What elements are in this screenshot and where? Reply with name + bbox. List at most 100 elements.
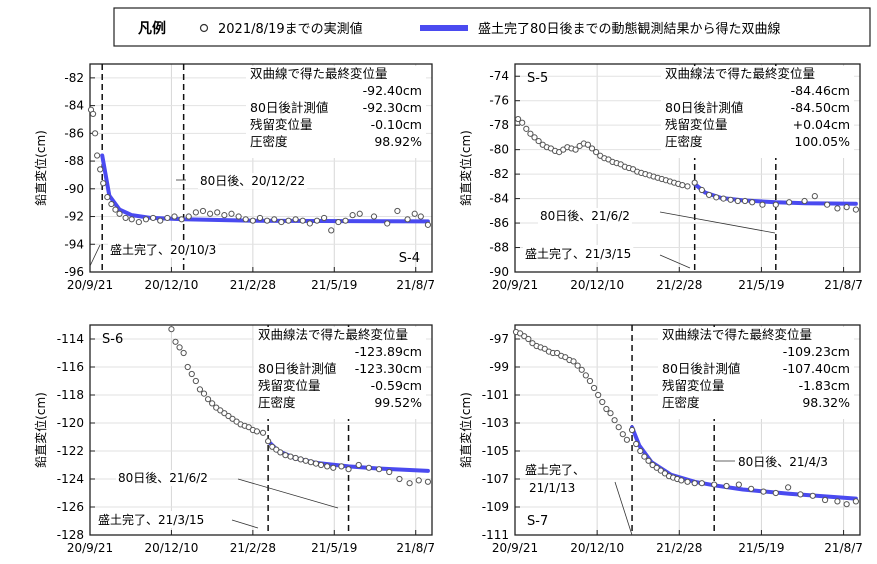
- info-final-value: -92.40cm: [363, 83, 422, 98]
- observed-point: [188, 370, 195, 378]
- observed-point: [641, 453, 648, 460]
- day80-label: 80日後、21/4/3: [738, 455, 828, 469]
- info-row-label: 圧密度: [258, 395, 296, 410]
- observed-point: [603, 405, 610, 413]
- x-tick-label: 21/8/7: [396, 541, 435, 555]
- y-tick-label: -126: [57, 500, 84, 514]
- observed-point: [529, 340, 536, 347]
- observed-point: [584, 141, 592, 148]
- observed-point: [386, 468, 393, 476]
- observed-point: [108, 200, 115, 208]
- observed-point: [157, 217, 164, 224]
- observed-point: [172, 338, 179, 345]
- info-title: 双曲線で得た最終変位量: [250, 66, 388, 81]
- observed-point: [811, 193, 818, 200]
- observed-point: [282, 452, 289, 459]
- info-row-value: 98.92%: [374, 134, 422, 149]
- observed-point: [335, 218, 342, 226]
- y-tick-label: -118: [57, 388, 84, 402]
- observed-point: [424, 478, 432, 485]
- y-tick-label: -84: [489, 192, 509, 206]
- info-row-value: -107.40cm: [783, 361, 850, 376]
- observed-point: [264, 217, 271, 224]
- info-row-value: 100.05%: [794, 134, 850, 149]
- observed-point: [356, 210, 363, 217]
- observed-point: [302, 457, 309, 464]
- observed-point: [324, 463, 331, 470]
- observed-point: [299, 217, 306, 224]
- observed-point: [615, 424, 622, 431]
- fill-complete-label: 盛土完了、21/3/15: [98, 512, 204, 527]
- y-tick-label: -84: [64, 99, 84, 113]
- observed-point: [338, 463, 345, 470]
- observed-point: [797, 491, 804, 498]
- observed-point: [633, 440, 640, 448]
- observed-point: [214, 209, 221, 216]
- info-final-value: -109.23cm: [783, 344, 850, 359]
- observed-point: [572, 146, 579, 153]
- observed-point: [128, 216, 135, 223]
- info-row-value: +0.04cm: [793, 117, 850, 132]
- y-tick-label: -88: [489, 241, 509, 255]
- observed-point: [404, 216, 411, 223]
- info-row-value: -92.30cm: [363, 100, 422, 115]
- info-row-value: -84.50cm: [791, 100, 850, 115]
- observed-point: [678, 477, 685, 484]
- observed-point: [116, 210, 123, 217]
- observed-point: [273, 446, 280, 453]
- observed-point: [185, 213, 192, 220]
- x-tick-label: 20/9/21: [492, 278, 538, 292]
- observed-point: [525, 335, 532, 343]
- y-axis-label: 鉛直変位(cm): [33, 130, 48, 206]
- observed-point: [394, 207, 401, 215]
- y-tick-label: -90: [489, 265, 509, 279]
- y-axis-label: 鉛直変位(cm): [33, 392, 48, 468]
- observed-point: [249, 217, 256, 224]
- observed-point: [852, 206, 859, 213]
- info-row-label: 圧密度: [250, 134, 288, 149]
- observed-point: [595, 391, 602, 399]
- observed-point: [574, 362, 581, 369]
- info-row-value: 99.52%: [374, 395, 422, 410]
- y-tick-label: -111: [482, 528, 509, 542]
- observed-point: [653, 464, 660, 471]
- observed-point: [365, 464, 372, 471]
- day80-label-bg: [116, 470, 210, 486]
- observed-point: [424, 221, 432, 228]
- observed-point: [588, 145, 596, 152]
- observed-point: [297, 456, 304, 463]
- observed-point: [645, 457, 652, 464]
- observed-point: [637, 447, 644, 455]
- fill-complete-date: 21/1/13: [529, 481, 575, 495]
- fill-complete-label-bg: [108, 241, 219, 258]
- observed-point: [519, 119, 526, 126]
- observed-point: [406, 480, 413, 487]
- y-tick-label: -116: [57, 360, 84, 374]
- observed-point: [171, 213, 178, 220]
- observed-point: [321, 214, 328, 222]
- y-tick-label: -90: [64, 182, 84, 196]
- observed-point: [772, 201, 779, 208]
- info-row-value: -123.30cm: [355, 361, 422, 376]
- observed-point: [824, 201, 831, 208]
- observed-point: [657, 467, 664, 474]
- info-row-value: -0.10cm: [371, 117, 422, 132]
- observed-point: [514, 115, 522, 123]
- observed-point: [727, 196, 734, 203]
- y-tick-label: -92: [64, 210, 84, 224]
- observed-point: [748, 485, 755, 492]
- observed-point: [242, 216, 249, 223]
- observed-point: [649, 461, 656, 469]
- observed-point: [312, 460, 320, 467]
- observed-point: [735, 481, 742, 488]
- observed-point: [307, 459, 314, 466]
- observed-point: [370, 213, 378, 220]
- observed-point: [375, 466, 383, 473]
- y-tick-label: -105: [482, 444, 509, 458]
- observed-point: [691, 179, 698, 186]
- x-tick-label: 20/12/10: [144, 278, 198, 292]
- observed-point: [623, 436, 631, 443]
- x-tick-label: 20/9/21: [67, 278, 113, 292]
- x-tick-label: 21/2/28: [656, 541, 702, 555]
